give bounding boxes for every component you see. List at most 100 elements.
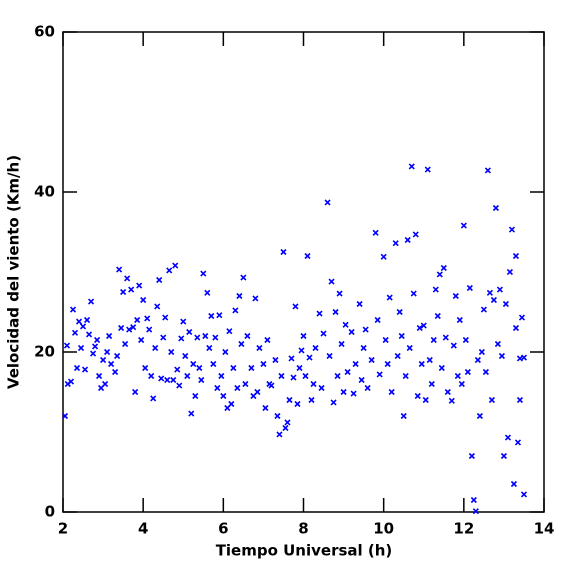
data-point [294,400,301,408]
data-point [440,264,447,272]
data-point [174,366,181,373]
data-point [144,315,151,322]
data-point [150,395,157,402]
data-point [79,323,87,330]
data-point [156,276,163,284]
data-point [516,355,524,362]
data-point [326,352,333,360]
data-point [504,434,511,441]
data-point [112,368,119,376]
data-point [472,508,479,515]
data-point [122,340,129,348]
data-point [486,289,493,296]
data-point [406,344,413,352]
data-point [73,364,81,372]
data-point [274,412,281,420]
x-tick-label: 12 [453,520,474,538]
data-point [126,326,133,333]
data-point [404,236,411,244]
data-point [100,356,107,364]
data-point [384,360,391,368]
data-point [416,324,423,332]
data-point [478,348,485,356]
data-point [184,372,191,380]
data-point [198,376,205,384]
data-point [488,396,495,404]
data-point [194,334,201,341]
data-point [132,388,139,396]
data-point [242,380,249,388]
data-point [518,314,526,321]
data-point [398,332,405,340]
data-point [148,372,155,380]
data-point [272,356,279,364]
data-point [460,222,467,229]
data-point [160,334,167,341]
data-point [188,410,195,417]
data-point [210,360,217,368]
x-tick-label: 6 [218,520,228,538]
data-point [516,396,524,404]
data-point [382,336,389,344]
data-point [214,384,221,392]
data-point [138,336,145,344]
data-point [388,388,395,396]
data-point [206,344,213,352]
data-point [89,350,97,357]
data-point [318,384,325,392]
data-point [332,308,339,316]
data-point [94,336,101,344]
data-point [92,343,99,350]
data-point [238,340,245,348]
data-point [128,286,135,293]
data-point [166,267,173,274]
data-point [484,167,491,174]
data-point [328,278,335,285]
data-point [300,332,307,340]
data-point [83,316,91,324]
data-point [442,334,449,341]
data-point [400,412,407,420]
data-point [164,376,171,384]
data-point [352,360,359,368]
data-point [77,344,85,352]
data-point [248,364,255,372]
data-point [190,360,197,368]
data-point [458,380,465,388]
data-point [438,364,445,372]
data-point [512,324,520,332]
data-point [348,328,355,336]
data-point [338,340,345,348]
data-point [202,332,209,340]
data-point [372,229,379,236]
data-point [212,334,219,341]
data-point [506,268,513,276]
data-point [342,321,349,328]
data-point [222,348,229,356]
data-point [468,452,475,460]
data-point [71,329,79,336]
data-point [414,392,421,400]
data-point [304,252,311,260]
data-point [412,231,419,238]
data-point [102,380,109,388]
data-point [230,364,237,372]
data-point [476,412,483,420]
data-point [324,199,331,206]
data-point [116,266,123,273]
data-point [220,392,227,400]
data-point [140,296,147,304]
data-point [308,396,315,404]
data-point [334,372,341,380]
data-point [134,316,141,324]
x-tick-label: 4 [138,520,148,538]
data-point [61,412,69,420]
data-point [252,295,259,302]
data-point [182,352,189,360]
data-point [512,252,520,260]
data-point [482,368,489,376]
data-point [180,318,187,325]
data-point [450,342,457,349]
data-point [480,306,487,313]
